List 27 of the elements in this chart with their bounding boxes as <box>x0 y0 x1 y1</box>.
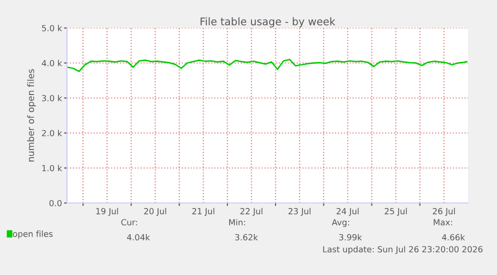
text: 3.99k <box>339 234 362 240</box>
x-tick-label: 24 Jul <box>336 208 359 216</box>
x-tick-label: 23 Jul <box>288 208 310 216</box>
y-axis-title: number of open files <box>27 69 36 162</box>
y-tick-label: 2.0 k <box>42 130 62 136</box>
x-tick-label: 19 Jul <box>96 208 118 216</box>
legend-label: open files <box>12 230 53 239</box>
line-series <box>67 58 468 72</box>
y-tick-label: 0.0 <box>49 200 62 206</box>
text: 3.62k <box>235 234 258 240</box>
x-tick-label: 22 Jul <box>240 208 262 216</box>
text: 4.66k <box>442 234 465 240</box>
chart-title: File table usage - by week <box>200 17 336 28</box>
y-tick-label: 3.0 k <box>42 94 62 102</box>
x-tick-label: 20 Jul <box>144 208 166 216</box>
text: Min: <box>229 218 246 226</box>
x-tick-label: 25 Jul <box>384 208 407 216</box>
y-tick-label: 4.0 k <box>42 60 62 66</box>
y-tick-label: 1.0 k <box>42 164 62 172</box>
text: Last update: Sun Jul 26 23:20:00 2026 <box>323 246 482 254</box>
text: 4.04k <box>127 234 150 240</box>
y-tick-label: 5.0 k <box>42 24 62 32</box>
x-tick-label: 26 Jul <box>432 208 455 216</box>
text: Max: <box>434 219 452 226</box>
text: Cur: <box>121 219 138 226</box>
x-tick-label: 21 Jul <box>192 208 214 216</box>
text: Avg: <box>332 219 350 228</box>
